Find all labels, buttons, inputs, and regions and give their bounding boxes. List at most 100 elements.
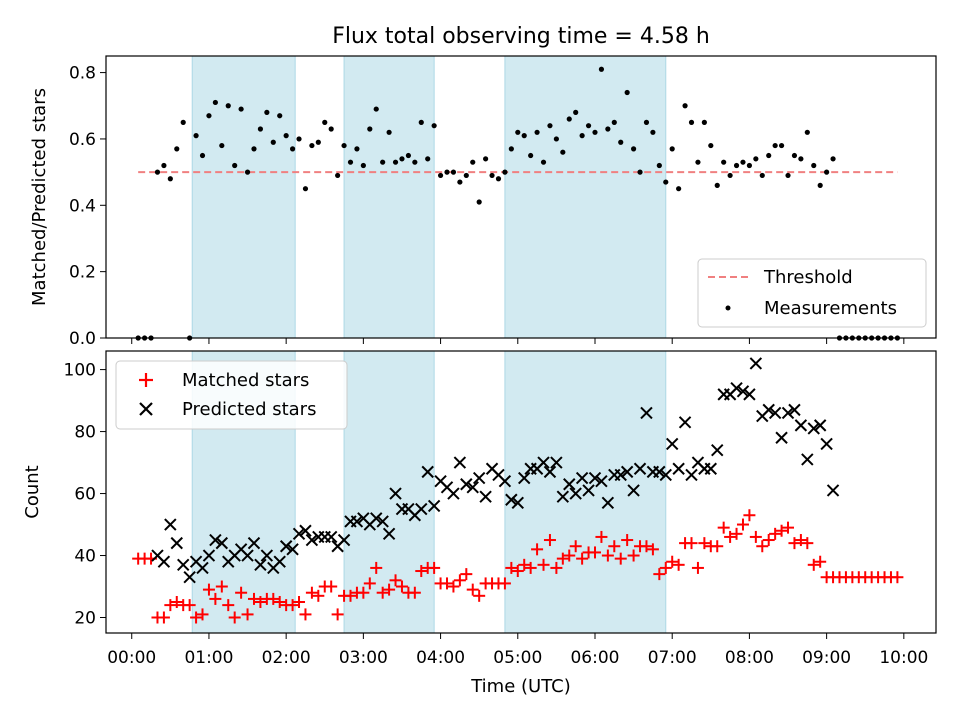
matched-star-marker (749, 530, 762, 543)
bottom-shaded-interval (504, 350, 667, 634)
predicted-star-marker (826, 484, 840, 497)
predicted-star-marker (157, 555, 171, 568)
matched-star-marker (698, 537, 711, 550)
matched-star-marker (595, 530, 608, 543)
legend-measurements-swatch (725, 305, 731, 311)
predicted-star-marker (453, 456, 467, 469)
legend-predicted-swatch (139, 402, 153, 416)
measurement-point (399, 156, 405, 162)
measurement-point (315, 139, 321, 145)
matched-star-marker (273, 596, 286, 609)
measurement-point (264, 109, 270, 115)
matched-star-marker (711, 540, 724, 553)
predicted-star-marker (472, 471, 486, 485)
predicted-star-marker (376, 515, 389, 528)
top-y-tick-label: 0.4 (69, 196, 96, 216)
top-y-ticks: 0.0 0.2 0.4 0.6 0.8 (69, 64, 106, 349)
matched-star-marker (531, 543, 544, 556)
top-shaded-interval (343, 55, 435, 339)
measurement-point (663, 179, 669, 185)
measurement-point (637, 169, 643, 175)
matched-star-marker (891, 571, 904, 584)
measurement-point (766, 152, 772, 159)
matched-star-marker (357, 586, 370, 599)
predicted-star-marker (324, 530, 338, 544)
matched-stars-points (132, 509, 904, 624)
measurement-point (257, 126, 264, 132)
measurement-point (322, 119, 328, 125)
legend-predicted-label: Predicted stars (182, 399, 316, 420)
predicted-star-marker (382, 527, 396, 541)
measurement-point (528, 152, 534, 159)
matched-star-marker (312, 589, 325, 602)
measurement-point (347, 159, 354, 165)
matched-star-marker (730, 527, 743, 540)
predicted-star-marker (620, 465, 634, 479)
measurement-point (676, 186, 682, 192)
predicted-star-marker (202, 549, 216, 562)
matched-star-marker (550, 561, 563, 574)
matched-star-marker (608, 540, 621, 553)
matched-star-marker (543, 534, 556, 547)
matched-star-marker (428, 561, 441, 574)
matched-star-marker (685, 537, 698, 550)
matched-star-marker (801, 537, 814, 550)
predicted-star-marker (427, 499, 441, 513)
measurement-point (553, 136, 559, 142)
matched-star-marker (157, 611, 170, 624)
matched-star-marker (717, 521, 730, 534)
measurement-point (212, 99, 218, 106)
matched-star-marker (807, 558, 820, 571)
top-shaded-interval (504, 55, 667, 339)
x-tick-label: 02:00 (262, 648, 311, 668)
measurement-point (476, 199, 482, 205)
matched-star-marker (788, 537, 801, 550)
matched-star-marker (196, 608, 209, 621)
bottom-x-ticks: 00:00 01:00 02:00 03:00 04:00 05:00 06:00 07:00… (107, 633, 928, 668)
predicted-star-marker (749, 357, 763, 370)
top-y-axis-label: Matched/Predicted stars (29, 88, 50, 306)
measurement-point (405, 152, 412, 159)
predicted-star-marker (704, 462, 718, 475)
matched-star-marker (782, 521, 795, 534)
predicted-star-marker (633, 462, 647, 475)
measurement-point (515, 129, 521, 135)
measurement-point (360, 162, 366, 169)
top-y-tick-label: 0.0 (69, 329, 96, 349)
measurement-point (354, 146, 360, 152)
matched-star-marker (164, 599, 177, 612)
measurement-point (289, 146, 296, 152)
measurement-point (489, 172, 495, 179)
measurement-point (682, 103, 688, 109)
top-legend: Threshold Measurements (697, 258, 927, 328)
predicted-star-marker (415, 502, 428, 516)
bottom-shaded-intervals (191, 350, 667, 634)
predicted-star-marker (537, 456, 550, 469)
bottom-y-tick-label: 80 (74, 423, 96, 443)
predicted-star-marker (563, 478, 576, 491)
legend-threshold-label: Threshold (763, 267, 853, 288)
measurement-point (328, 126, 334, 132)
predicted-star-marker (640, 406, 653, 420)
predicted-star-marker (460, 478, 473, 491)
measurement-point (560, 149, 566, 155)
measurement-point (232, 162, 238, 169)
matched-star-marker (331, 608, 344, 621)
measurement-point (206, 113, 212, 119)
matched-star-marker (666, 555, 679, 568)
top-axes-frame (105, 55, 937, 339)
measurement-point (425, 156, 431, 162)
matched-star-marker (769, 527, 782, 540)
predicted-star-marker (614, 468, 627, 482)
predicted-star-marker (556, 490, 570, 503)
measurement-point (302, 186, 309, 192)
measurement-point (733, 162, 740, 169)
measurement-point (457, 179, 463, 185)
predicted-star-marker (505, 493, 518, 506)
predicted-star-marker (389, 487, 402, 500)
measurement-point (727, 172, 733, 179)
measurement-point (785, 172, 791, 179)
measurement-point (502, 169, 508, 175)
